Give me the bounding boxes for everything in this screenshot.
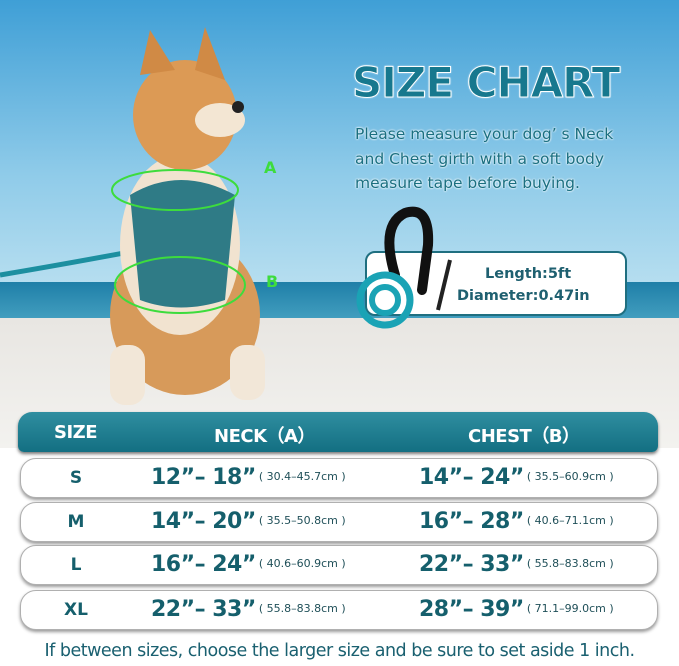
table-row: S 12”– 18”( 30.4–45.7cm ) 14”– 24”( 35.5… [20, 458, 658, 498]
desc-line: Please measure your dog’ s Neck [355, 125, 614, 143]
header-size: SIZE [54, 422, 98, 443]
page-title: SIZE CHART [351, 58, 620, 108]
neck-cm: ( 55.8–83.8cm ) [258, 602, 346, 615]
footer-note: If between sizes, choose the larger size… [44, 641, 635, 661]
sky-background [0, 0, 679, 290]
table-row: M 14”– 20”( 35.5–50.8cm ) 16”– 28”( 40.6… [20, 502, 658, 542]
dog-photo [0, 27, 265, 405]
table-row: L 16”– 24”( 40.6–60.9cm ) 22”– 33”( 55.8… [20, 545, 658, 585]
chest-cell: 28”– 39”( 71.1–99.0cm ) [419, 597, 614, 622]
header-chest: CHEST（B） [468, 426, 580, 447]
neck-inches: 14”– 20” [151, 509, 256, 534]
leash-image [356, 206, 452, 329]
size-cell: L [70, 555, 82, 575]
marker-b: B [266, 272, 279, 291]
measure-instructions: Please measure your dog’ s Neck and Ches… [355, 122, 655, 196]
neck-cell: 22”– 33”( 55.8–83.8cm ) [151, 597, 346, 622]
size-cell: XL [64, 600, 88, 620]
desc-line: measure tape before buying. [355, 174, 580, 192]
desc-line: and Chest girth with a soft body [355, 149, 605, 168]
leash-length: Length:5ft [485, 266, 572, 282]
neck-inches: 12”– 18” [151, 465, 256, 490]
chest-inches: 14”– 24” [419, 465, 524, 490]
chest-inches: 22”– 33” [419, 552, 524, 577]
chest-cm: ( 71.1–99.0cm ) [526, 602, 614, 615]
table-row: XL 22”– 33”( 55.8–83.8cm ) 28”– 39”( 71.… [20, 590, 658, 630]
table-header: SIZE NECK（A） CHEST（B） [18, 412, 658, 452]
neck-inches: 16”– 24” [151, 552, 256, 577]
chest-cell: 16”– 28”( 40.6–71.1cm ) [419, 509, 614, 534]
chest-cm: ( 55.8–83.8cm ) [526, 557, 614, 570]
chest-cell: 14”– 24”( 35.5–60.9cm ) [419, 465, 614, 490]
size-cell: M [67, 512, 85, 532]
neck-inches: 22”– 33” [151, 597, 256, 622]
chest-inches: 28”– 39” [419, 597, 524, 622]
chest-cell: 22”– 33”( 55.8–83.8cm ) [419, 552, 614, 577]
marker-a: A [264, 158, 277, 177]
leash-spec-box: Length:5ft Diameter:0.47in [365, 251, 627, 316]
chest-cm: ( 40.6–71.1cm ) [526, 514, 614, 527]
neck-cell: 12”– 18”( 30.4–45.7cm ) [151, 465, 346, 490]
neck-cell: 14”– 20”( 35.5–50.8cm ) [151, 509, 346, 534]
neck-cm: ( 40.6–60.9cm ) [258, 557, 346, 570]
header-neck: NECK（A） [214, 426, 315, 447]
neck-cell: 16”– 24”( 40.6–60.9cm ) [151, 552, 346, 577]
chest-cm: ( 35.5–60.9cm ) [526, 470, 614, 483]
chest-inches: 16”– 28” [419, 509, 524, 534]
neck-cm: ( 35.5–50.8cm ) [258, 514, 346, 527]
leash-diameter: Diameter:0.47in [457, 288, 590, 304]
size-cell: S [69, 468, 83, 488]
neck-cm: ( 30.4–45.7cm ) [258, 470, 346, 483]
